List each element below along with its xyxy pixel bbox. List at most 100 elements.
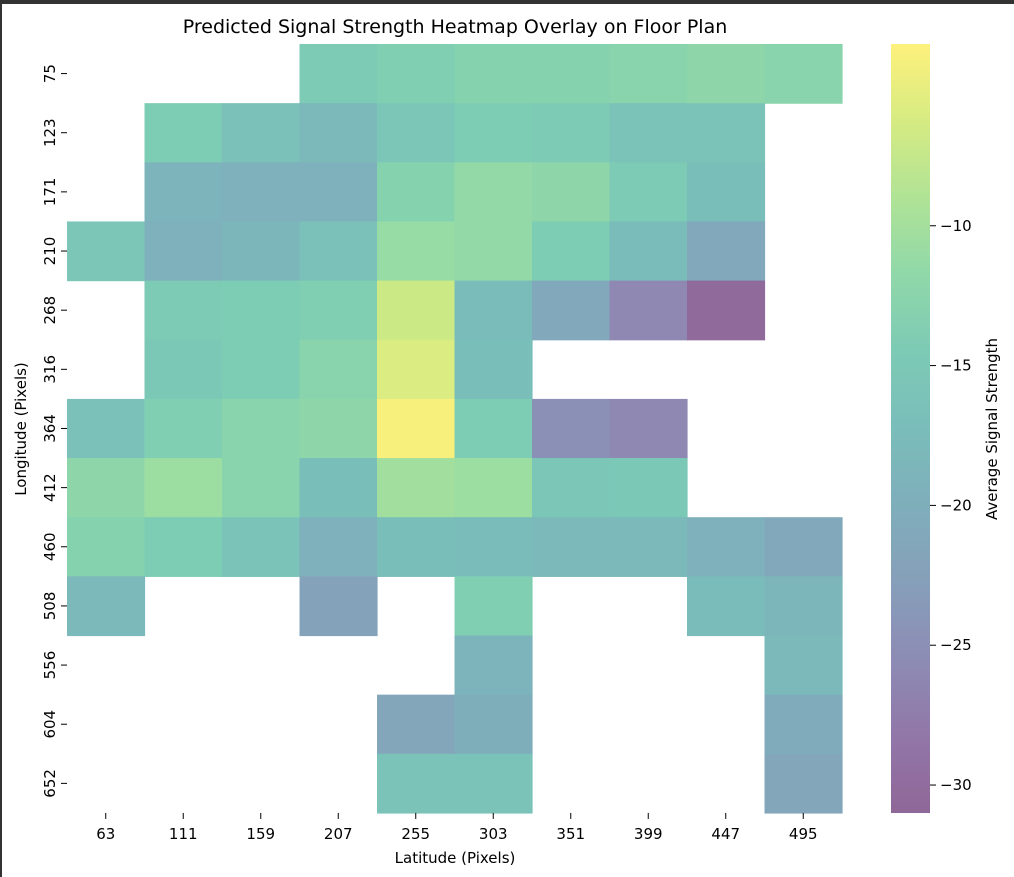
heatmap-cell bbox=[687, 517, 766, 577]
heatmap-cell bbox=[144, 221, 223, 282]
heatmap-cell bbox=[222, 221, 301, 282]
colorbar-tick-label: −20 bbox=[940, 496, 972, 514]
x-tick-label: 63 bbox=[96, 825, 115, 843]
heatmap-cell bbox=[377, 103, 456, 163]
heatmap-cell bbox=[377, 517, 456, 577]
y-tick-label: 316 bbox=[41, 355, 59, 384]
x-tick-label: 447 bbox=[711, 825, 740, 843]
heatmap-cell bbox=[609, 398, 688, 459]
heatmap-cell bbox=[299, 103, 378, 163]
heatmap-cell bbox=[687, 280, 766, 341]
heatmap-cell bbox=[687, 103, 766, 163]
heatmap-cell bbox=[532, 517, 611, 577]
heatmap-cell bbox=[377, 339, 456, 400]
y-tick-label: 75 bbox=[41, 64, 59, 83]
heatmap-cell bbox=[222, 103, 301, 163]
heatmap-cell bbox=[454, 280, 533, 341]
heatmap-cell bbox=[764, 517, 843, 577]
y-tick-label: 268 bbox=[41, 296, 59, 325]
x-tick-label: 111 bbox=[169, 825, 198, 843]
heatmap-cell bbox=[299, 162, 378, 223]
heatmap-cell bbox=[299, 221, 378, 282]
heatmap-cell bbox=[67, 517, 146, 577]
y-tick-label: 364 bbox=[41, 414, 59, 443]
heatmap-cell bbox=[609, 517, 688, 577]
heatmap-cell bbox=[764, 753, 843, 814]
heatmap-cell bbox=[222, 339, 301, 400]
heatmap-cell bbox=[454, 398, 533, 459]
heatmap-cell bbox=[144, 517, 223, 577]
heatmap-cell bbox=[454, 635, 533, 696]
heatmap-cell bbox=[609, 162, 688, 223]
heatmap-cell bbox=[764, 576, 843, 637]
heatmap-cell bbox=[532, 162, 611, 223]
colorbar-label: Average Signal Strength bbox=[983, 338, 1001, 520]
y-tick-label: 508 bbox=[41, 592, 59, 621]
heatmap-cell bbox=[454, 103, 533, 163]
heatmap-cell bbox=[377, 753, 456, 814]
x-tick-label: 159 bbox=[246, 825, 275, 843]
heatmap-cell bbox=[67, 221, 146, 282]
colorbar-tick-label: −25 bbox=[940, 636, 972, 654]
heatmap-cell bbox=[377, 398, 456, 459]
heatmap-cell bbox=[687, 44, 766, 104]
heatmap-cell bbox=[144, 162, 223, 223]
heatmap-cell bbox=[609, 103, 688, 163]
heatmap-cell bbox=[532, 103, 611, 163]
heatmap-cell bbox=[377, 221, 456, 282]
heatmap-cell bbox=[144, 458, 223, 518]
y-tick-label: 556 bbox=[41, 651, 59, 680]
heatmap-cell bbox=[764, 694, 843, 755]
heatmap-cell bbox=[454, 162, 533, 223]
y-tick-label: 460 bbox=[41, 532, 59, 561]
x-tick-label: 495 bbox=[789, 825, 818, 843]
y-tick-label: 412 bbox=[41, 473, 59, 502]
heatmap-cell bbox=[222, 458, 301, 518]
chart-title: Predicted Signal Strength Heatmap Overla… bbox=[183, 16, 728, 38]
heatmap-cell bbox=[764, 635, 843, 696]
heatmap-cell bbox=[222, 162, 301, 223]
heatmap-cell bbox=[687, 576, 766, 637]
heatmap-cells bbox=[67, 44, 843, 814]
heatmap-cell bbox=[454, 458, 533, 518]
y-tick-label: 171 bbox=[41, 178, 59, 207]
heatmap-cell bbox=[609, 221, 688, 282]
y-tick-label: 123 bbox=[41, 118, 59, 147]
heatmap-cell bbox=[299, 458, 378, 518]
heatmap-cell bbox=[377, 44, 456, 104]
heatmap-cell bbox=[687, 162, 766, 223]
x-tick-label: 303 bbox=[479, 825, 508, 843]
colorbar-tick-label: −15 bbox=[940, 357, 972, 375]
heatmap-cell bbox=[377, 162, 456, 223]
heatmap-cell bbox=[532, 458, 611, 518]
x-axis-label: Latitude (Pixels) bbox=[395, 849, 516, 867]
colorbar-tick-label: −30 bbox=[940, 776, 972, 794]
y-axis-ticks: 75 123 171 210 268 316 364 412 460 508 556 604 652 bbox=[41, 64, 67, 798]
heatmap-cell bbox=[299, 280, 378, 341]
x-tick-label: 255 bbox=[401, 825, 430, 843]
heatmap-cell bbox=[299, 339, 378, 400]
colorbar-ticks: −10 −15 −20 −25 −30 bbox=[930, 217, 972, 794]
heatmap-cell bbox=[144, 280, 223, 341]
heatmap-cell bbox=[299, 44, 378, 104]
heatmap-cell bbox=[609, 458, 688, 518]
heatmap-cell bbox=[144, 339, 223, 400]
heatmap-cell bbox=[67, 576, 146, 637]
heatmap-cell bbox=[532, 398, 611, 459]
heatmap-cell bbox=[454, 221, 533, 282]
heatmap-cell bbox=[454, 576, 533, 637]
heatmap-cell bbox=[532, 280, 611, 341]
heatmap-cell bbox=[532, 44, 611, 104]
heatmap-cell bbox=[532, 221, 611, 282]
y-tick-label: 604 bbox=[41, 710, 59, 739]
heatmap-cell bbox=[454, 694, 533, 755]
colorbar bbox=[891, 44, 930, 813]
heatmap-cell bbox=[222, 517, 301, 577]
heatmap-cell bbox=[299, 398, 378, 459]
heatmap-cell bbox=[609, 280, 688, 341]
heatmap-cell bbox=[454, 753, 533, 814]
heatmap-cell bbox=[144, 103, 223, 163]
heatmap-cell bbox=[377, 280, 456, 341]
